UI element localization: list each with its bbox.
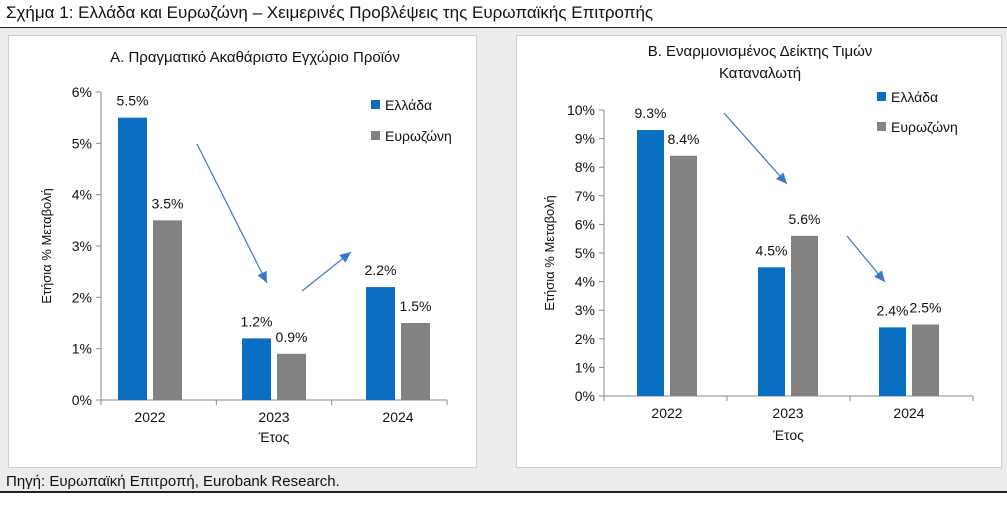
hicp-data-label: 5.6%	[789, 211, 821, 227]
hicp-y-axis-title: Ετήσια % Μεταβολή	[542, 195, 557, 311]
hicp-trend-arrow-head	[775, 172, 787, 184]
gdp-data-label: 1.2%	[241, 313, 273, 329]
gdp-x-tick-label: 2024	[382, 409, 413, 425]
gdp-bar-greece	[366, 287, 395, 400]
hicp-x-tick-label: 2023	[772, 405, 803, 421]
hicp-bar-greece	[758, 267, 785, 396]
gdp-data-label: 0.9%	[276, 329, 308, 345]
gdp-data-label: 3.5%	[152, 195, 184, 211]
hicp-x-axis-title: Έτος	[772, 427, 804, 443]
gdp-y-tick-label: 0%	[72, 392, 92, 408]
hicp-y-tick-label: 5%	[575, 245, 595, 261]
gdp-bar-eurozone	[153, 220, 182, 400]
gdp-data-label: 1.5%	[400, 298, 432, 314]
gdp-bar-eurozone	[401, 323, 430, 400]
hicp-chart-panel: Β. Εναρμονισμένος Δείκτης Τιμών Καταναλωτ…	[516, 35, 1002, 468]
hicp-y-tick-label: 4%	[575, 274, 595, 290]
gdp-y-tick-label: 2%	[72, 289, 92, 305]
hicp-y-tick-label: 3%	[575, 302, 595, 318]
hicp-bar-eurozone	[670, 155, 697, 396]
gdp-y-tick-label: 3%	[72, 238, 92, 254]
gdp-x-tick-label: 2022	[134, 409, 165, 425]
gdp-legend-swatch-greece	[371, 100, 380, 109]
gdp-y-tick-label: 6%	[72, 84, 92, 100]
hicp-x-tick-label: 2022	[651, 405, 682, 421]
gdp-data-label: 5.5%	[117, 93, 149, 109]
hicp-y-tick-label: 2%	[575, 331, 595, 347]
gdp-bar-greece	[242, 338, 271, 400]
gdp-trend-arrow-line	[196, 143, 268, 284]
hicp-y-tick-label: 1%	[575, 359, 595, 375]
hicp-chart: Β. Εναρμονισμένος Δείκτης Τιμών Καταναλωτ…	[542, 43, 974, 443]
hicp-chart-title-line: Β. Εναρμονισμένος Δείκτης Τιμών	[648, 43, 873, 60]
hicp-y-tick-label: 6%	[575, 216, 595, 232]
hicp-x-tick-label: 2024	[893, 405, 924, 421]
source-note: Πηγή: Ευρωπαϊκή Επιτροπή, Eurobank Resea…	[6, 473, 340, 490]
hicp-chart-title-line: Καταναλωτή	[719, 65, 801, 82]
gdp-y-tick-label: 4%	[72, 187, 92, 203]
gdp-legend-label: Ελλάδα	[385, 97, 432, 113]
gdp-x-tick-label: 2023	[258, 409, 289, 425]
hicp-trend-arrow-head	[874, 270, 885, 282]
gdp-bar-eurozone	[277, 353, 306, 400]
hicp-y-tick-label: 7%	[575, 188, 595, 204]
figure-title: Σχήμα 1: Ελλάδα και Ευρωζώνη – Χειμερινέ…	[6, 3, 654, 22]
gdp-trend-arrow-head	[339, 252, 351, 263]
gdp-y-tick-label: 5%	[72, 135, 92, 151]
gdp-y-tick-label: 1%	[72, 341, 92, 357]
hicp-y-tick-label: 9%	[575, 131, 595, 147]
hicp-bar-eurozone	[912, 324, 939, 396]
gdp-x-axis-title: Έτος	[258, 429, 290, 445]
gdp-chart-title-line: Α. Πραγματικό Ακαθάριστο Εγχώριο Προϊόν	[110, 49, 400, 66]
gdp-legend-label: Ευρωζώνη	[385, 128, 452, 144]
hicp-y-tick-label: 0%	[575, 388, 595, 404]
gdp-y-axis-title: Ετήσια % Μεταβολή	[39, 188, 54, 304]
top-rule	[0, 27, 1007, 28]
gdp-data-label: 2.2%	[365, 262, 397, 278]
hicp-data-label: 9.3%	[635, 105, 667, 121]
hicp-bar-eurozone	[791, 235, 818, 396]
hicp-legend-swatch-eurozone	[877, 122, 886, 131]
hicp-legend-swatch-greece	[877, 92, 886, 101]
hicp-data-label: 2.4%	[877, 302, 909, 318]
hicp-y-tick-label: 10%	[567, 102, 595, 118]
hicp-bar-greece	[637, 130, 664, 396]
hicp-data-label: 4.5%	[756, 242, 788, 258]
hicp-data-label: 2.5%	[910, 300, 942, 316]
gdp-chart: Α. Πραγματικό Ακαθάριστο Εγχώριο Προϊόν 0…	[39, 49, 452, 445]
bottom-rule	[0, 491, 1007, 493]
hicp-y-tick-label: 8%	[575, 159, 595, 175]
hicp-trend-arrow-line	[723, 112, 788, 185]
hicp-bar-greece	[879, 327, 906, 396]
gdp-chart-panel: Α. Πραγματικό Ακαθάριστο Εγχώριο Προϊόν 0…	[8, 35, 477, 468]
hicp-legend-label: Ευρωζώνη	[891, 119, 958, 135]
hicp-legend-label: Ελλάδα	[891, 89, 938, 105]
gdp-bar-greece	[118, 117, 147, 401]
gdp-legend-swatch-eurozone	[371, 131, 380, 140]
hicp-data-label: 8.4%	[668, 131, 700, 147]
gdp-trend-arrow-head	[257, 270, 267, 283]
